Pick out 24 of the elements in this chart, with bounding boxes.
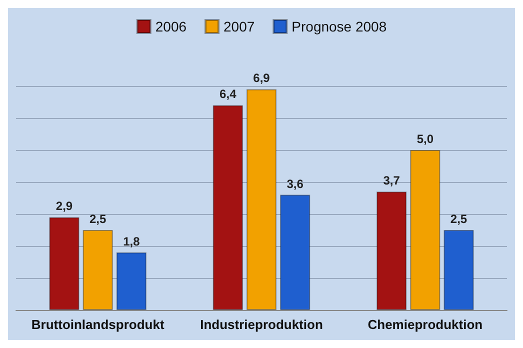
legend-label: 2006 [155, 18, 187, 34]
data-label: 3,6 [286, 176, 304, 191]
x-tick-label: Industrieproduktion [200, 317, 323, 332]
data-label: 6,4 [220, 87, 237, 102]
bar [280, 194, 310, 310]
bar [49, 217, 80, 310]
bar [246, 89, 276, 310]
data-label: 6,9 [253, 71, 270, 86]
bar [212, 105, 243, 310]
x-tick-label: Chemieproduktion [368, 317, 483, 332]
data-label: 2,9 [56, 199, 73, 214]
x-tick-label: Bruttoinlandsprodukt [31, 317, 165, 332]
data-label: 2,5 [450, 212, 468, 226]
bar [444, 230, 474, 310]
bar [376, 192, 407, 310]
data-label: 1,8 [123, 234, 140, 248]
legend-label: 2007 [224, 18, 255, 34]
data-label: 2,5 [89, 212, 106, 226]
legend-label: Prognose 2008 [292, 18, 387, 34]
data-label: 3,7 [383, 174, 400, 188]
data-label: 5,0 [416, 132, 434, 146]
bar [116, 252, 146, 310]
bar [410, 150, 440, 310]
bar [82, 230, 113, 310]
